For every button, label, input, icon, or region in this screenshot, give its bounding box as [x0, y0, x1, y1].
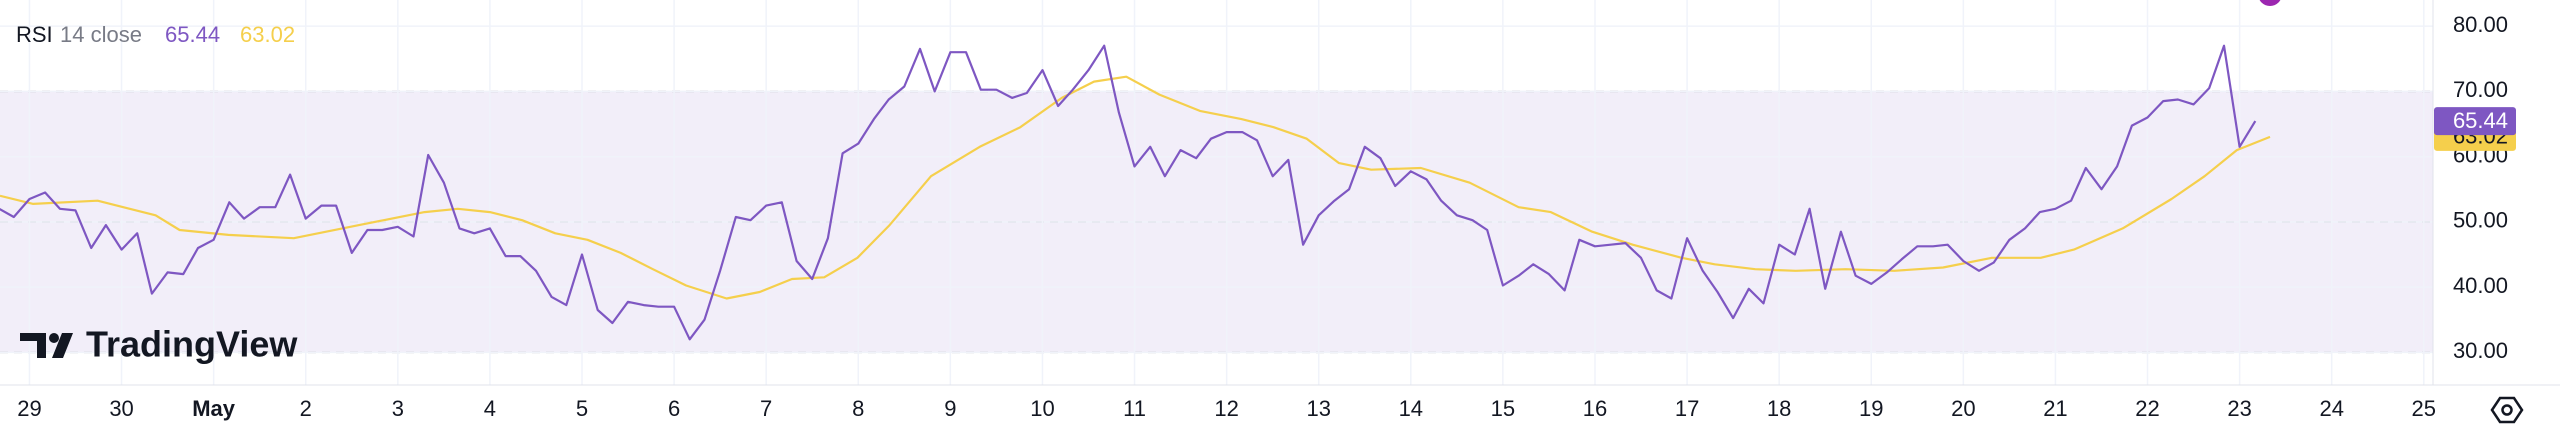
- x-tick-label: 16: [1583, 396, 1607, 421]
- x-tick-label: 6: [668, 396, 680, 421]
- brand-logo: [20, 333, 73, 358]
- settings-icon[interactable]: [2490, 396, 2524, 424]
- last-value-badge: [2434, 107, 2516, 136]
- y-tick-label: 80.00: [2453, 12, 2508, 37]
- x-tick-label: 15: [1491, 396, 1515, 421]
- x-tick-label: 25: [2412, 396, 2436, 421]
- x-tick-label: 13: [1306, 396, 1330, 421]
- line-layer: [0, 44, 2271, 341]
- brand-name: TradingView: [86, 324, 298, 365]
- y-tick-label: 30.00: [2453, 338, 2508, 363]
- grid-layer: [0, 0, 2433, 385]
- x-tick-label: 20: [1951, 396, 1975, 421]
- x-tick-label: 14: [1399, 396, 1423, 421]
- last-value-label: 65.44: [2453, 108, 2508, 133]
- series-line: [0, 44, 2257, 341]
- x-tick-label: 7: [760, 396, 772, 421]
- x-tick-label: 8: [852, 396, 864, 421]
- y-tick-label: 40.00: [2453, 273, 2508, 298]
- x-tick-label: 21: [2043, 396, 2067, 421]
- x-tick-label: 5: [576, 396, 588, 421]
- x-tick-label: 29: [17, 396, 41, 421]
- x-tick-label: 18: [1767, 396, 1791, 421]
- x-tick-label: 19: [1859, 396, 1883, 421]
- x-tick-label: 10: [1030, 396, 1054, 421]
- y-tick-label: 50.00: [2453, 208, 2508, 233]
- x-tick-label: 11: [1123, 396, 1146, 421]
- legend-value: 65.44: [165, 22, 220, 47]
- x-tick-label: 2: [300, 396, 312, 421]
- x-tick-label: 3: [392, 396, 404, 421]
- indicator-params: 14 close: [60, 22, 142, 47]
- top-marker: [2259, 0, 2281, 6]
- x-tick-label: 12: [1214, 396, 1238, 421]
- x-tick-label: 24: [2319, 396, 2343, 421]
- x-tick-label: May: [192, 396, 236, 421]
- y-tick-label: 70.00: [2453, 77, 2508, 102]
- indicator-title: RSI: [16, 22, 53, 47]
- x-tick-label: 17: [1675, 396, 1699, 421]
- legend-value: 63.02: [240, 22, 295, 47]
- x-tick-label: 30: [109, 396, 133, 421]
- x-tick-label: 4: [484, 396, 496, 421]
- x-tick-label: 9: [944, 396, 956, 421]
- x-tick-label: 22: [2135, 396, 2159, 421]
- x-tick-label: 23: [2227, 396, 2251, 421]
- series-line: [0, 75, 2271, 300]
